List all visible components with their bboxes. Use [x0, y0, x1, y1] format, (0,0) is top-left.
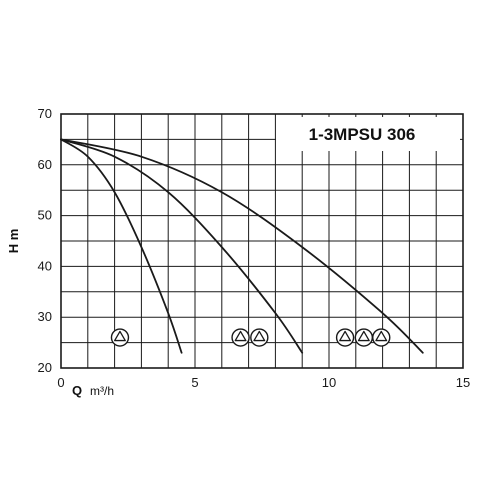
pump-icon — [335, 328, 355, 347]
y-tick-label: 60 — [38, 157, 52, 172]
pump-icon — [354, 328, 374, 347]
y-tick-label: 20 — [38, 360, 52, 375]
pump-icon — [250, 328, 269, 347]
plot-frame — [60, 113, 464, 369]
curve-3-pump — [60, 138, 424, 354]
x-tick-label: 10 — [322, 375, 336, 390]
curves — [60, 138, 424, 354]
curve-1-pump — [60, 138, 183, 354]
pump-icon — [110, 328, 130, 347]
y-tick-label: 30 — [38, 309, 52, 324]
y-tick-labels: 20 30 40 50 60 70 — [38, 106, 52, 375]
x-axis-unit: m³/h — [90, 384, 114, 398]
x-axis-title: Q — [72, 383, 82, 398]
x-tick-label: 15 — [456, 375, 470, 390]
y-tick-label: 40 — [38, 258, 52, 273]
pump-icon — [372, 328, 391, 347]
title-box — [276, 117, 460, 151]
y-tick-label: 70 — [38, 106, 52, 121]
x-tick-label: 5 — [191, 375, 198, 390]
x-tick-label: 0 — [57, 375, 64, 390]
pump-icon — [231, 328, 250, 347]
chart-title: 1-3MPSU 306 — [309, 125, 416, 144]
curve-2-pump — [60, 138, 304, 354]
y-tick-label: 50 — [38, 208, 52, 223]
pump-markers — [110, 328, 391, 347]
x-tick-labels: 0 5 10 15 — [57, 375, 470, 390]
y-axis-title: H m — [6, 229, 21, 254]
